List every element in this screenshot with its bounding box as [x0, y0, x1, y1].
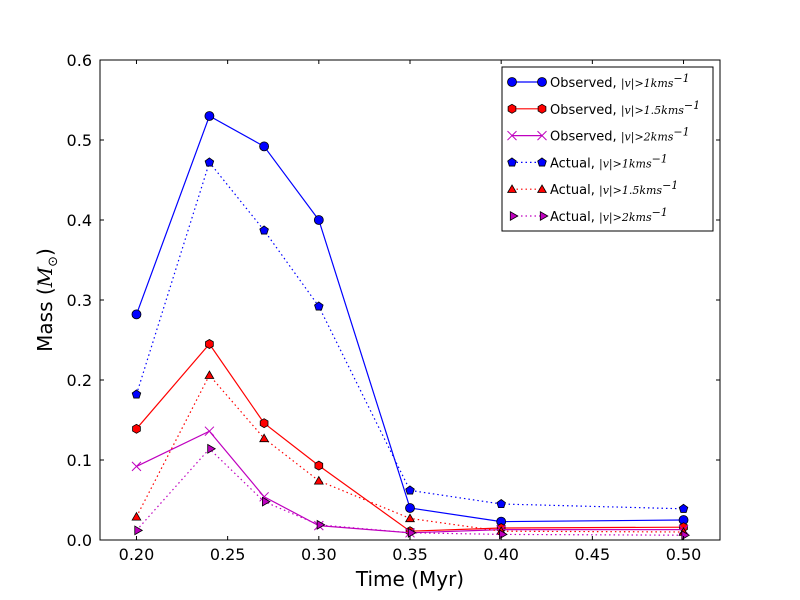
legend-entry: Observed, |v|>2kms−1 [507, 126, 690, 145]
legend-marker [537, 103, 547, 114]
data-point [678, 503, 689, 513]
legend-label-sup: −1 [652, 152, 668, 165]
legend-label: Observed, |v|>1.5kms−1 [550, 99, 700, 118]
y-tick-label: 0.2 [67, 371, 92, 390]
x-tick-label: 0.30 [301, 545, 337, 564]
legend-label-prefix: Actual, [550, 210, 599, 225]
x-tick-label: 0.25 [210, 545, 246, 564]
legend-entry: Observed, |v|>1kms−1 [507, 72, 690, 91]
legend-label-math: |v|>2kms [599, 211, 652, 225]
series-4 [131, 157, 689, 513]
y-axis-label-math: M [33, 266, 57, 288]
y-tick-label: 0.3 [67, 291, 92, 310]
legend-label: Observed, |v|>1kms−1 [550, 72, 690, 91]
legend-marker [507, 157, 517, 167]
legend-label-math: |v|>1.5kms [621, 104, 684, 118]
y-tick-label: 0.6 [67, 51, 92, 70]
y-tick-label: 0.4 [67, 211, 92, 230]
x-tick-label: 0.40 [483, 545, 519, 564]
data-point [131, 461, 142, 472]
legend-label: Actual, |v|>2kms−1 [550, 206, 668, 225]
series-layer [131, 111, 691, 541]
legend-label-math: |v|>2kms [621, 131, 674, 145]
data-point [259, 418, 269, 429]
legend-label-math: |v|>1kms [621, 77, 674, 91]
data-point [131, 511, 142, 521]
legend-box [501, 66, 714, 232]
x-tick-label: 0.35 [392, 545, 428, 564]
legend-label-prefix: Actual, [550, 156, 599, 171]
ticks-layer: 0.20 0.25 0.30 0.35 0.40 0.45 0.50 0.0 0.1 0.2 0.3… [67, 51, 720, 564]
legend-label-prefix: Observed, [550, 130, 621, 145]
legend-label-prefix: Actual, [550, 183, 599, 198]
y-axis-label: Mass (M⊙) [33, 248, 61, 352]
legend-label: Observed, |v|>2kms−1 [550, 126, 690, 145]
data-point [262, 496, 271, 507]
legend-label: Actual, |v|>1.5kms−1 [550, 179, 678, 198]
data-point [207, 443, 217, 454]
legend-marker [507, 77, 517, 87]
data-point [405, 485, 415, 495]
legend-marker [509, 210, 519, 222]
data-point [313, 215, 324, 225]
legend-label: Actual, |v|>1kms−1 [550, 152, 668, 171]
legend-label-sup: −1 [652, 206, 668, 219]
x-axis-label: Time (Myr) [355, 567, 464, 591]
data-point [204, 111, 215, 121]
data-point [314, 460, 324, 471]
legend-entry: Observed, |v|>1.5kms−1 [507, 99, 700, 118]
legend-label-prefix: Observed, [550, 76, 621, 91]
data-point [316, 519, 326, 530]
data-point [314, 301, 324, 311]
data-point [204, 426, 215, 437]
data-point [407, 527, 417, 538]
data-point [259, 141, 270, 152]
legend-label-sup: −1 [662, 179, 678, 192]
data-point [404, 513, 416, 523]
legend-entry: Actual, |v|>2kms−1 [509, 206, 668, 225]
legend-label-math: |v|>1.5kms [599, 184, 662, 198]
y-axis-label-close: ) [33, 248, 57, 256]
legend-marker [507, 130, 517, 141]
plot-frame [99, 59, 721, 541]
data-point [496, 499, 506, 509]
legend-marker [536, 184, 548, 193]
data-point [131, 309, 142, 320]
data-point [132, 423, 141, 434]
legend-marker [537, 130, 547, 141]
data-point [204, 370, 215, 379]
legend-marker [506, 184, 518, 193]
data-point [204, 157, 215, 167]
legend-marker [507, 103, 517, 114]
y-axis-label-sub: ⊙ [46, 256, 61, 267]
legend-label-prefix: Observed, [550, 103, 621, 118]
legend-marker [539, 210, 549, 222]
y-tick-label: 0.5 [67, 131, 92, 150]
series-1 [131, 111, 689, 527]
y-tick-label: 0.1 [67, 451, 92, 470]
y-axis-label-text: Mass ( [33, 287, 57, 352]
data-point [259, 225, 269, 235]
legend-label-sup: −1 [673, 72, 689, 85]
legend-label-sup: −1 [673, 126, 689, 139]
data-point [205, 339, 214, 349]
legend-marker [537, 157, 547, 167]
y-tick-label: 0.0 [67, 531, 92, 550]
legend-marker [537, 77, 547, 87]
legend-entry: Actual, |v|>1.5kms−1 [506, 179, 678, 198]
legend-label-sup: −1 [684, 99, 700, 112]
data-point [134, 525, 144, 536]
x-tick-label: 0.20 [119, 545, 155, 564]
x-tick-label: 0.50 [666, 545, 702, 564]
data-point [313, 475, 324, 485]
data-point [131, 389, 142, 399]
legend-entry: Actual, |v|>1kms−1 [507, 152, 668, 171]
x-tick-label: 0.45 [575, 545, 611, 564]
data-point [259, 433, 270, 443]
legend-label-math: |v|>1kms [599, 157, 652, 171]
data-point [405, 503, 415, 513]
